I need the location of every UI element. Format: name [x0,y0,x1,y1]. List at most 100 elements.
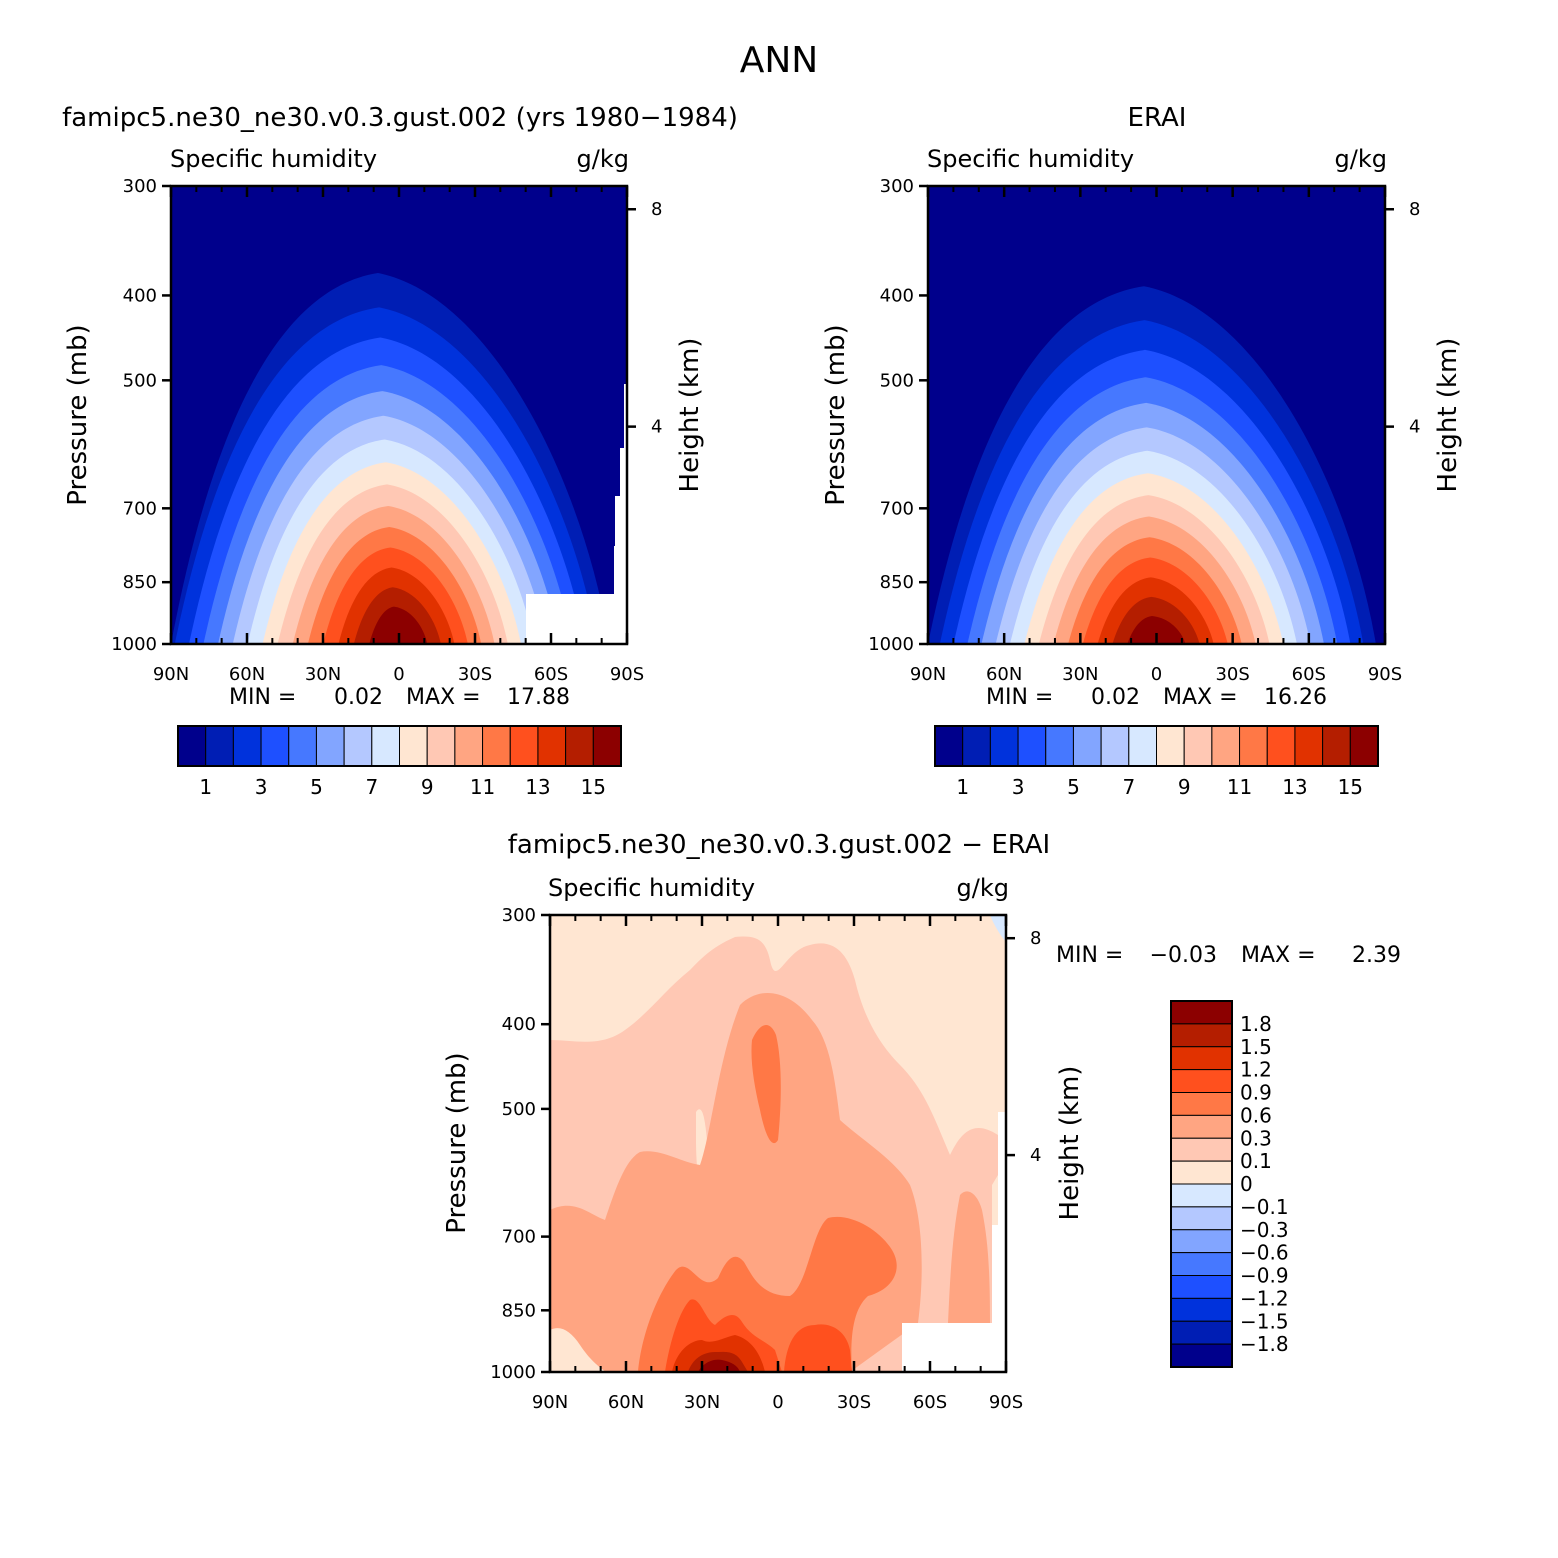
axes: 90N 60N 30N 0 30S 60S 90S 300 400 500 700 850 1000 8 4 [111,176,662,685]
y-axis-label: Pressure (mb) [821,324,851,505]
colorbar-label: 1.8 [1240,1012,1272,1036]
colorbar-swatch [1170,1252,1233,1276]
y2-axis-label: Height (km) [1433,338,1463,493]
colorbar-label: 7 [1122,775,1135,799]
y-tick-label: 700 [123,498,157,519]
x-tick-label: 30N [1062,664,1098,685]
colorbar-label: 9 [421,775,434,799]
colorbar-swatch [1322,725,1351,767]
colorbar-label: 9 [1178,775,1191,799]
colorbar: 1 3 5 7 9 11 13 15 [177,725,622,799]
max-value: 17.88 [507,685,570,710]
colorbar-swatch [1170,1160,1233,1185]
colorbar-swatch [1170,1046,1233,1071]
x-tick-label: 90S [610,664,644,685]
y-tick-label: 500 [502,1099,536,1120]
colorbar-label: 1.2 [1240,1058,1272,1082]
colorbar-swatch [1170,1114,1233,1139]
panel-model: famipc5.ne30_ne30.v0.3.gust.002 (yrs 198… [62,103,738,799]
colorbar-swatch [537,725,567,767]
x-tick-label: 60S [913,1392,947,1413]
colorbar-label: −0.9 [1240,1264,1289,1288]
max-label: MAX = [1241,943,1316,968]
colorbar-swatch [509,725,539,767]
min-label: MIN = [1056,943,1123,968]
colorbar-label: −1.8 [1240,1332,1289,1356]
x-tick-label: 60N [608,1392,644,1413]
colorbar-swatch [1170,1343,1233,1368]
colorbar-label: −1.5 [1240,1309,1289,1333]
y2-axis-label: Height (km) [675,338,705,493]
x-tick-label: 60N [986,664,1022,685]
colorbar-label: −0.1 [1240,1195,1289,1219]
y-tick-label: 850 [880,572,914,593]
y2-tick-label: 8 [1030,928,1041,949]
y-tick-label: 850 [502,1300,536,1321]
colorbar-label: 0.9 [1240,1081,1272,1105]
colorbar-swatch [1170,1206,1233,1231]
max-label: MAX = [1163,685,1238,710]
panel-subtitle: Specific humidity [548,874,755,902]
colorbar-swatch [260,725,290,767]
colorbar-swatch [1170,1000,1233,1025]
figure-title: ANN [740,40,819,81]
y-tick-label: 300 [502,905,536,926]
diff-level-above-1.8 [698,1359,740,1372]
colorbar-swatch [205,725,234,767]
colorbar-swatch [1072,725,1102,767]
min-value: −0.03 [1150,943,1217,968]
colorbar-label: −0.6 [1240,1241,1289,1265]
colorbar-swatch [1349,725,1379,767]
colorbar-frame [1170,1000,1233,1368]
colorbar-label: 3 [255,775,268,799]
colorbar-swatch [343,725,373,767]
axes: 90N 60N 30N 0 30S 60S 90S 300 400 500 700 850 1000 8 4 [490,905,1041,1413]
y-tick-label: 500 [123,370,157,391]
panel-title: famipc5.ne30_ne30.v0.3.gust.002 (yrs 198… [62,103,738,133]
colorbar-label: 11 [1227,775,1252,799]
colorbar-frame [177,725,622,767]
panel-reference: ERAI Specific humidity g/kg 90N 60N 30N 0 30… [821,103,1463,799]
diff-level-0.3-0.6-right [948,1191,990,1323]
y-axis-label: Pressure (mb) [442,1052,472,1233]
y-tick-label: 400 [880,285,914,306]
units-label: g/kg [1335,145,1387,173]
colorbar-swatch [1266,725,1296,767]
colorbar-label: 13 [1282,775,1307,799]
x-tick-label: 0 [393,664,404,685]
colorbar-swatch [426,725,456,767]
units-label: g/kg [577,145,629,173]
x-tick-label: 90N [153,664,189,685]
diff-level-0.9-1.2-south [784,1324,852,1372]
missing-data-region [902,1112,1006,1372]
colorbar-label: −0.3 [1240,1218,1289,1242]
colorbar-swatch [288,725,317,767]
colorbar-swatch [1170,1297,1233,1322]
x-tick-label: 60S [534,664,568,685]
colorbar-label: 1 [956,775,969,799]
y-tick-label: 1000 [868,634,914,655]
panel-subtitle: Specific humidity [927,145,1134,173]
colorbar-label: 0.6 [1240,1103,1272,1127]
colorbar-label: 5 [310,775,323,799]
panel-subtitle: Specific humidity [170,145,377,173]
colorbar-swatch [1128,725,1157,767]
colorbar-swatch [1170,1069,1233,1093]
colorbar-swatch [1211,725,1241,767]
colorbar-label: 15 [1338,775,1363,799]
x-tick-label: 90S [1368,664,1402,685]
colorbar-label: 1 [199,775,212,799]
colorbar-swatch [1170,1275,1233,1299]
x-tick-label: 90N [532,1392,568,1413]
colorbar-swatch [565,725,594,767]
y-tick-label: 700 [880,498,914,519]
panel-title: famipc5.ne30_ne30.v0.3.gust.002 − ERAI [508,830,1050,860]
max-label: MAX = [406,685,481,710]
colorbar: 1.81.51.20.90.60.30.10−0.1−0.3−0.6−0.9−1… [1170,1000,1289,1368]
y-axis-label: Pressure (mb) [63,324,93,505]
contour-field [550,915,1006,1372]
units-label: g/kg [957,874,1009,902]
colorbar-swatch [962,725,991,767]
y-tick-label: 1000 [490,1362,536,1383]
